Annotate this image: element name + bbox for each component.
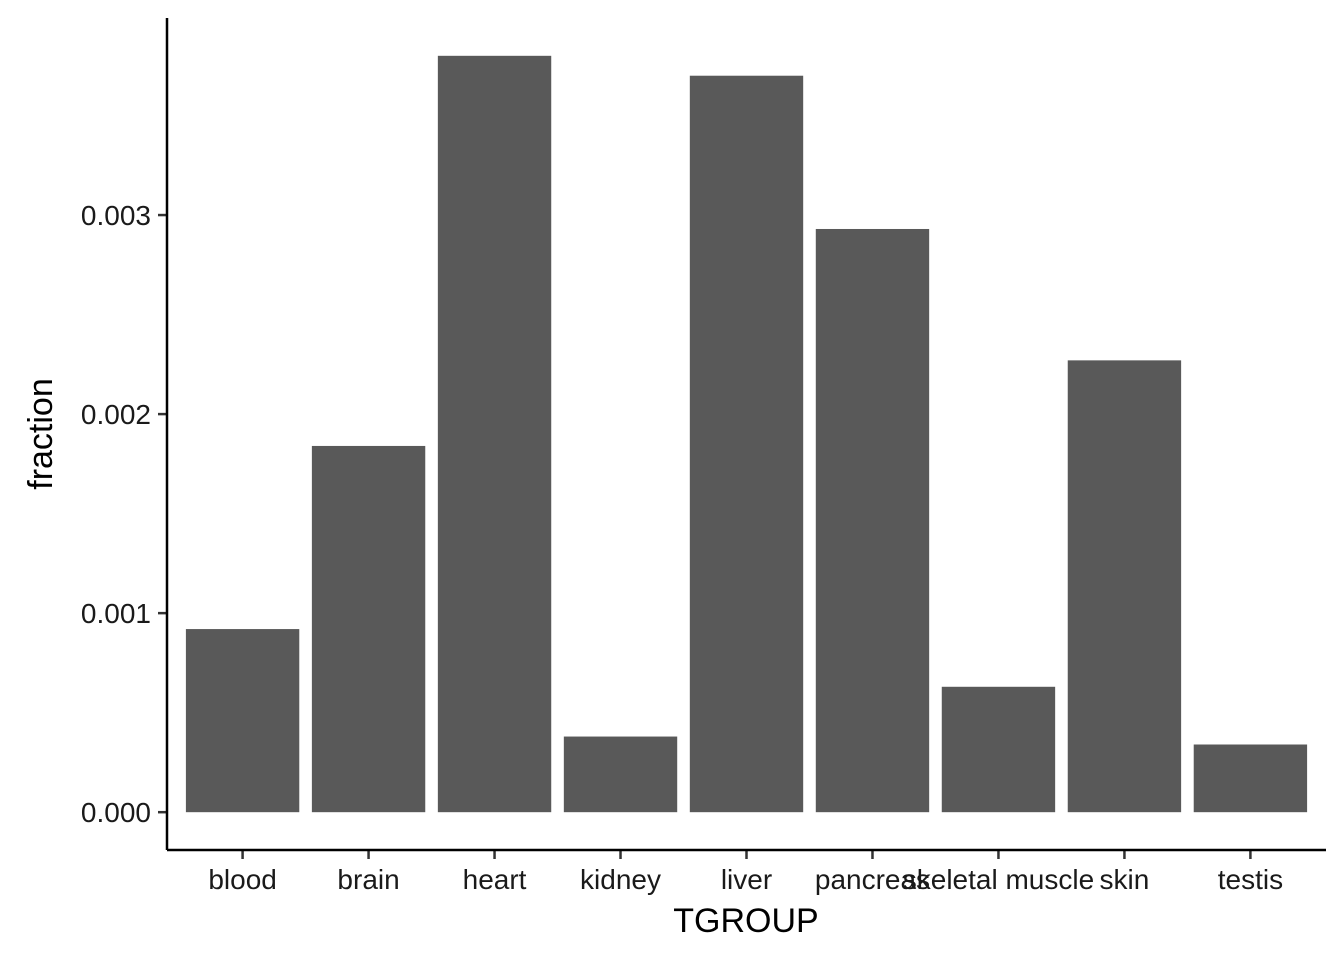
x-tick-label-heart: heart — [463, 864, 527, 895]
x-axis-ticks: blood brain heart kidney liver pancreasskelet… — [208, 850, 1283, 895]
bar-testis — [1193, 744, 1308, 813]
x-tick-label-kidney: kidney — [580, 864, 661, 895]
y-tick-label: 0.001 — [81, 598, 151, 629]
bar-liver — [689, 75, 804, 813]
x-tick-label-liver: liver — [721, 864, 772, 895]
bar-skeletal-muscle — [941, 686, 1056, 813]
x-tick-label-pancreas: pancreas — [815, 864, 930, 895]
x-tick-label-skin: skin — [1100, 864, 1150, 895]
bars-layer — [185, 55, 1308, 813]
bar-kidney — [563, 736, 678, 813]
y-tick-label: 0.003 — [81, 200, 151, 231]
bar-brain — [311, 445, 426, 813]
x-tick-label-blood: blood — [208, 864, 277, 895]
bar-skin — [1067, 360, 1182, 813]
y-axis-ticks: 0.000 0.001 0.002 0.003 — [81, 200, 167, 828]
bar-blood — [185, 629, 300, 813]
y-tick-label: 0.002 — [81, 399, 151, 430]
x-tick-label-brain: brain — [337, 864, 399, 895]
bar-heart — [437, 55, 552, 813]
y-axis-title: fraction — [22, 378, 60, 490]
x-axis-title: TGROUP — [673, 902, 818, 940]
y-tick-label: 0.000 — [81, 797, 151, 828]
x-tick-label-testis: testis — [1218, 864, 1283, 895]
x-tick-label-skeletal-muscle: skeletal muscle — [903, 864, 1094, 895]
bar-pancreas — [815, 228, 930, 813]
